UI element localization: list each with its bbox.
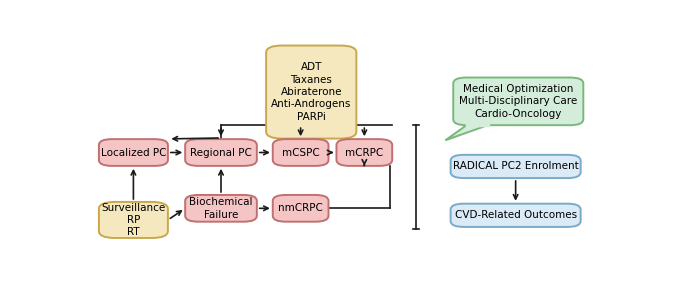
Text: nmCRPC: nmCRPC (278, 203, 323, 213)
FancyBboxPatch shape (453, 78, 584, 125)
Text: CVD-Related Outcomes: CVD-Related Outcomes (455, 210, 577, 220)
Text: mCRPC: mCRPC (345, 147, 384, 158)
Text: mCSPC: mCSPC (282, 147, 319, 158)
FancyBboxPatch shape (185, 195, 257, 222)
Polygon shape (445, 125, 488, 140)
Text: Surveillance
RP
RT: Surveillance RP RT (101, 203, 166, 237)
FancyBboxPatch shape (336, 139, 393, 166)
FancyBboxPatch shape (273, 139, 329, 166)
FancyBboxPatch shape (273, 195, 329, 222)
FancyBboxPatch shape (266, 46, 356, 139)
Text: Regional PC: Regional PC (190, 147, 252, 158)
FancyBboxPatch shape (99, 139, 168, 166)
FancyBboxPatch shape (185, 139, 257, 166)
Text: Biochemical
Failure: Biochemical Failure (189, 197, 253, 220)
FancyBboxPatch shape (99, 202, 168, 238)
FancyBboxPatch shape (451, 204, 581, 227)
Text: ADT
Taxanes
Abiraterone
Anti-Androgens
PARPi: ADT Taxanes Abiraterone Anti-Androgens P… (271, 62, 351, 122)
Text: Localized PC: Localized PC (101, 147, 166, 158)
Text: RADICAL PC2 Enrolment: RADICAL PC2 Enrolment (453, 162, 579, 172)
FancyBboxPatch shape (451, 155, 581, 178)
Text: Medical Optimization
Multi-Disciplinary Care
Cardio-Oncology: Medical Optimization Multi-Disciplinary … (459, 84, 577, 119)
